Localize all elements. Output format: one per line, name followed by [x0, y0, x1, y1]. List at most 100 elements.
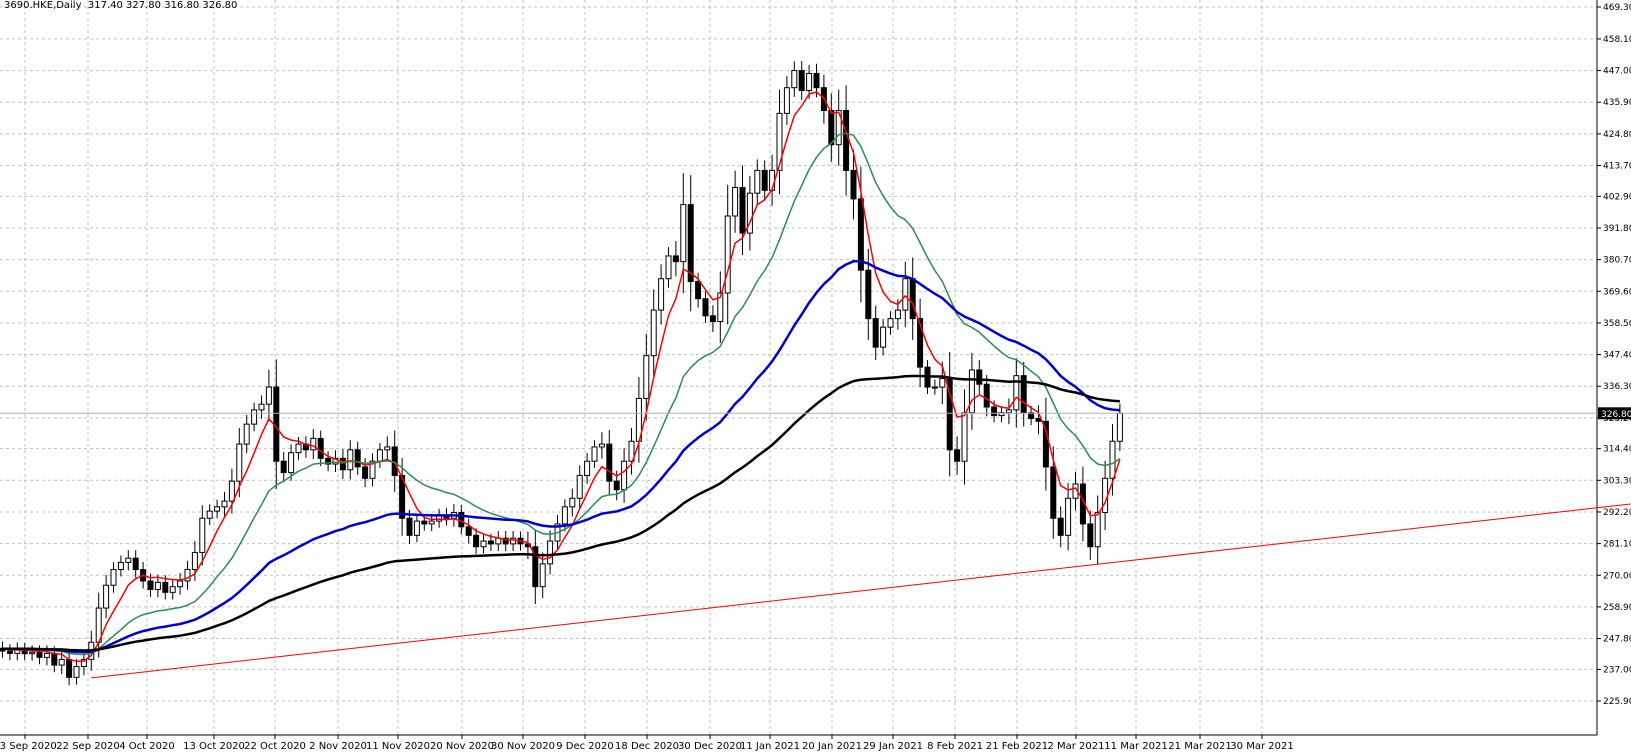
candle [983, 374, 990, 417]
candle [665, 247, 672, 288]
x-tick-label: 8 Feb 2021 [927, 741, 983, 752]
candle-body-up [376, 449, 383, 462]
moving-average-line [2, 132, 1121, 656]
candle-body-up [776, 112, 783, 171]
current-price-label: 326.80 [1601, 410, 1631, 420]
candle-body-up [547, 540, 554, 565]
candle-body-down [487, 540, 494, 545]
candle [598, 432, 605, 459]
candle-body-up [169, 586, 176, 593]
candle-body-up [1005, 409, 1012, 414]
grid [0, 0, 1598, 736]
candle [1005, 398, 1012, 425]
candle [968, 352, 975, 430]
candle [325, 451, 332, 472]
candle-body-up [791, 70, 798, 89]
candle [961, 389, 968, 485]
candle [473, 528, 480, 554]
candle-body-up [598, 443, 605, 448]
x-tick-label: 20 Jan 2021 [802, 741, 862, 752]
candle [628, 427, 635, 475]
candle [480, 534, 487, 554]
moving-averages [2, 91, 1121, 662]
candle-body-up [295, 443, 302, 454]
candle [1087, 510, 1094, 560]
candle [902, 261, 909, 328]
candle [717, 271, 724, 344]
candle-body-up [569, 497, 576, 508]
candle [384, 436, 391, 461]
candle-body-up [228, 480, 235, 502]
candle-body-up [1109, 440, 1116, 479]
candles [0, 61, 1123, 686]
candle-body-up [576, 474, 583, 499]
candle-body-down [162, 581, 169, 593]
candle-body-down [1087, 523, 1094, 548]
candle [798, 61, 805, 101]
candle-body-up [561, 506, 568, 525]
candle-body-up [103, 584, 110, 609]
y-tick-label: 469.30 [1603, 3, 1631, 13]
moving-average-line [2, 91, 1121, 662]
candle [413, 514, 420, 543]
y-tick-label: 458.10 [1603, 35, 1631, 45]
candle [776, 89, 783, 195]
candle-body-down [317, 437, 324, 459]
candle-body-up [717, 292, 724, 322]
candle-body-up [658, 278, 665, 311]
y-tick-label: 237.00 [1603, 665, 1631, 675]
candle-body-up [680, 204, 687, 263]
candle-body-up [191, 551, 198, 571]
candle-body-down [709, 315, 716, 322]
candle-body-up [413, 520, 420, 536]
candle-body-down [421, 520, 428, 525]
candle-body-up [665, 255, 672, 280]
candle [547, 530, 554, 575]
x-tick-label: 29 Jan 2021 [863, 741, 923, 752]
candle [850, 149, 857, 220]
y-tick-label: 402.90 [1603, 192, 1631, 202]
candle [317, 430, 324, 467]
candle [702, 291, 709, 323]
candle-body-down [672, 255, 679, 263]
candle-body-down [51, 652, 58, 666]
candle-body-up [184, 569, 191, 582]
candle-body-up [199, 517, 206, 553]
candle-body-up [221, 500, 228, 508]
candle-body-up [310, 437, 317, 451]
candle [221, 491, 228, 517]
candle-body-down [66, 658, 73, 678]
candle-body-down [761, 169, 768, 191]
candle-body-down [132, 557, 139, 571]
candle [1020, 361, 1027, 427]
candle [428, 513, 435, 532]
chart-title: 3690.HKE,Daily 317.40 327.80 316.80 326.… [4, 0, 238, 11]
candle [243, 415, 250, 454]
plot-area [0, 0, 1597, 735]
candle-body-up [384, 446, 391, 451]
candle [288, 444, 295, 481]
y-tick-label: 303.30 [1603, 476, 1631, 486]
candle [976, 360, 983, 394]
y-tick-label: 391.80 [1603, 224, 1631, 234]
candle-body-up [939, 378, 946, 388]
current-price-box [1598, 407, 1631, 420]
y-tick-label: 247.80 [1603, 635, 1631, 645]
candle-body-up [236, 443, 243, 482]
y-tick-label: 225.90 [1603, 697, 1631, 707]
x-tick-label: 13 Oct 2020 [183, 741, 245, 752]
candle-body-up [510, 537, 517, 545]
candle-body-down [843, 110, 850, 171]
candle [650, 289, 657, 377]
candle [251, 402, 258, 432]
candle-body-up [539, 563, 546, 588]
candle-body-down [1028, 412, 1035, 419]
candle-body-up [931, 386, 938, 389]
candle [658, 264, 665, 325]
candle-body-up [428, 520, 435, 525]
candle [125, 550, 132, 571]
candle-body-up [961, 412, 968, 462]
candle-body-down [695, 281, 702, 300]
